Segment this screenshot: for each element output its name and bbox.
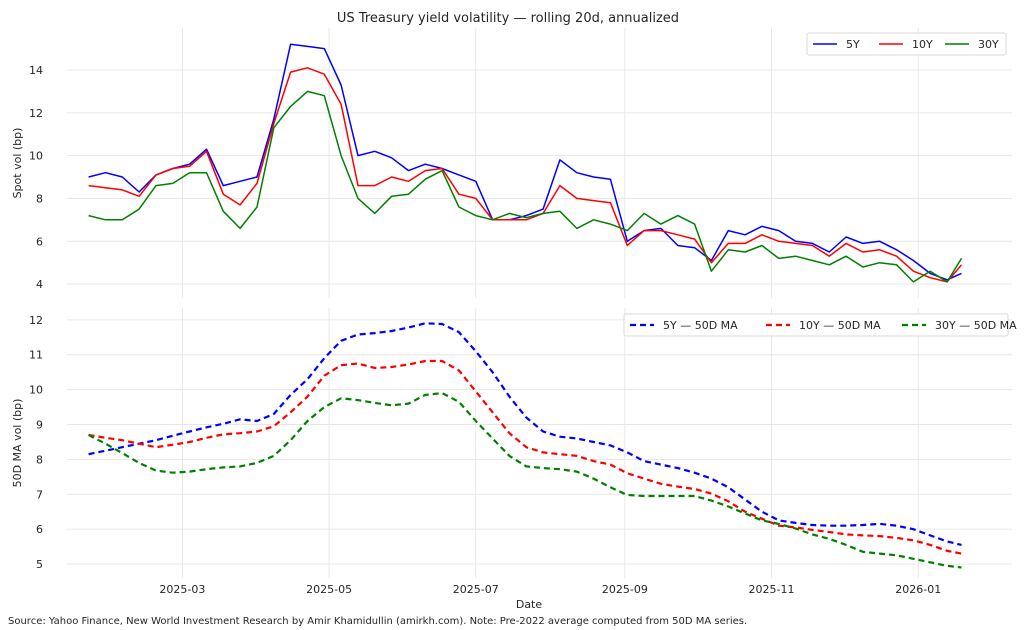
y-tick-label: 14 <box>29 64 43 77</box>
y-tick-label: 6 <box>36 235 43 248</box>
legend-frame <box>806 32 1007 56</box>
source-footnote: Source: Yahoo Finance, New World Investm… <box>8 616 747 627</box>
y-tick-label: 10 <box>29 384 43 397</box>
y-tick-label: 8 <box>36 192 43 205</box>
series-line-10y <box>88 67 963 283</box>
y-tick-label: 12 <box>29 314 43 327</box>
y-tick-label: 8 <box>36 453 43 466</box>
series-line-5y <box>88 322 962 546</box>
legend: 5Y — 50D MA 10Y — 50D MA 30Y — 50D MA <box>623 313 1017 337</box>
y-tick-label: 12 <box>29 107 43 120</box>
x-tick-label: 2025-03 <box>159 583 205 596</box>
y-tick-label: 4 <box>36 278 43 291</box>
legend-entry: 5Y <box>846 38 860 51</box>
y-tick-label: 11 <box>29 349 43 362</box>
spot-vol-panel: 4 6 8 10 12 14 Spot vol (bp) 5Y 10Y 30Y <box>11 28 1012 298</box>
legend-frame <box>623 313 1009 337</box>
x-tick-label: 2025-09 <box>602 583 648 596</box>
x-tick-label: 2026-01 <box>895 583 941 596</box>
series-line-30y <box>88 392 962 569</box>
y-tick-label: 10 <box>29 150 43 163</box>
y-tick-label: 9 <box>36 419 43 432</box>
y-tick-label: 6 <box>36 523 43 536</box>
y-axis-label: 50D MA vol (bp) <box>11 399 24 488</box>
ma-vol-panel: 2025-03 2025-05 2025-07 2025-09 2025-11 2026-… <box>11 308 1017 596</box>
series-line-5y <box>88 43 962 281</box>
legend-entry: 30Y — 50D MA <box>935 319 1017 332</box>
x-tick-label: 2025-07 <box>453 583 499 596</box>
series-line-30y <box>88 90 963 283</box>
y-axis-label: Spot vol (bp) <box>11 128 24 199</box>
legend-entry: 10Y — 50D MA <box>799 319 881 332</box>
legend: 5Y 10Y 30Y <box>806 32 1007 56</box>
legend-entry: 30Y <box>978 38 999 51</box>
x-tick-label: 2025-05 <box>306 583 352 596</box>
y-tick-label: 5 <box>36 558 43 571</box>
legend-entry: 5Y — 50D MA <box>663 319 738 332</box>
series-line-10y <box>88 359 962 555</box>
x-tick-label: 2025-11 <box>749 583 795 596</box>
chart-title: US Treasury yield volatility — rolling 2… <box>337 11 679 26</box>
legend-entry: 10Y <box>912 38 933 51</box>
x-axis-label: Date <box>516 598 543 611</box>
y-tick-label: 7 <box>36 488 43 501</box>
